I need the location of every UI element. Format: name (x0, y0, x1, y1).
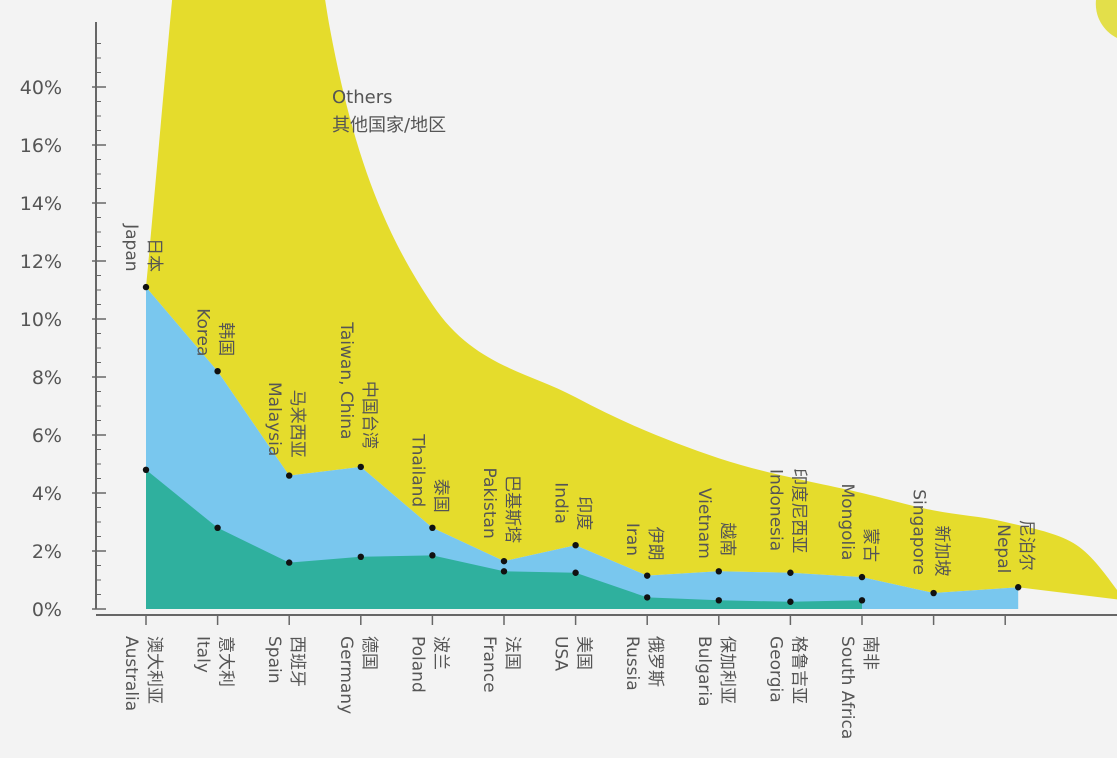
others-label-en: Others (332, 87, 393, 108)
middle-series-point (286, 472, 293, 479)
x-label-cn: 意大利 (216, 636, 236, 687)
point-label-cn: 马来西亚 (287, 390, 307, 458)
others-label-cn: 其他国家/地区 (332, 115, 446, 136)
bottom-series-point (858, 597, 866, 604)
middle-series-point (930, 589, 937, 597)
point-label-cn: 越南 (717, 522, 737, 556)
bottom-series-point (500, 568, 508, 575)
middle-series-point (715, 568, 722, 575)
middle-series-point (644, 572, 651, 579)
y-tick-label: 14% (20, 193, 62, 215)
point-label-en: Indonesia (765, 469, 785, 551)
others-label: Others 其他国家/地区 (332, 87, 446, 136)
point-label-en: Iran (622, 523, 642, 556)
x-label-en: Bulgaria (694, 636, 714, 707)
middle-series-point (1015, 584, 1022, 591)
middle-series-point (357, 463, 364, 471)
point-label-en: Nepal (993, 524, 1013, 573)
x-label-en: Spain (264, 636, 284, 684)
point-label-cn: 蒙古 (860, 528, 880, 562)
x-label-cn: 保加利亚 (717, 636, 737, 704)
point-label-cn: 韩国 (216, 322, 236, 356)
point-label-en: Singapore (909, 489, 929, 575)
point-label-cn: 印度 (574, 496, 594, 530)
bottom-series-area (146, 469, 862, 609)
x-label-en: France (479, 636, 499, 693)
x-label-en: USA (551, 636, 571, 672)
point-label-cn: 泰国 (430, 479, 450, 513)
point-label-en: Thailand (407, 433, 427, 507)
x-label-cn: 法国 (502, 636, 522, 670)
point-label-en: Korea (193, 308, 213, 356)
y-tick-label: 10% (20, 309, 62, 331)
x-label-cn: 德国 (359, 636, 379, 670)
middle-series-point (429, 524, 436, 531)
x-label-cn: 俄罗斯 (645, 636, 665, 687)
middle-series-area (146, 287, 1019, 609)
y-tick-label: 12% (20, 251, 62, 273)
y-tick-label: 16% (20, 135, 62, 157)
point-label-en: Malaysia (264, 382, 284, 456)
point-label-cn: 日本 (144, 238, 164, 272)
point-label-cn: 新加坡 (932, 526, 952, 577)
x-label-en: Italy (193, 636, 213, 673)
point-label-cn: 伊朗 (645, 527, 665, 561)
x-label-en: Australia (121, 636, 141, 711)
middle-series-point (142, 283, 150, 291)
point-label-en: Pakistan (479, 468, 499, 539)
y-tick-label: 6% (32, 425, 62, 447)
bottom-series-point (357, 553, 364, 560)
corner-accent-shape (1095, 0, 1117, 38)
point-label-en: Japan (121, 223, 141, 271)
bottom-series-point (715, 597, 722, 604)
bottom-series-point (286, 559, 293, 566)
point-label-en: Vietnam (694, 488, 714, 559)
bottom-series-point (572, 569, 579, 576)
point-label-en: Mongolia (837, 484, 857, 561)
middle-series-point (787, 569, 794, 576)
middle-series-point (214, 368, 221, 375)
point-label-cn: 尼泊尔 (1016, 520, 1036, 571)
point-label-en: India (551, 482, 571, 524)
x-label-cn: 波兰 (430, 636, 450, 670)
x-label-en: Russia (622, 636, 642, 691)
bottom-series-point (429, 552, 436, 559)
y-axis-ticks: 0% 2% 4% 6% 8% 10% 12% 14% 16% 40% (20, 43, 106, 621)
bottom-series-point (644, 594, 651, 601)
y-tick-label: 0% (32, 599, 62, 621)
x-label-cn: 南非 (860, 636, 880, 670)
x-label-cn: 美国 (574, 636, 594, 670)
point-label-en: Taiwan, China (336, 321, 356, 439)
data-markers (142, 283, 1022, 605)
others-area (146, 0, 1117, 600)
point-label-cn: 中国台湾 (359, 381, 379, 449)
middle-series-point (500, 557, 508, 565)
middle-series-point (572, 542, 579, 549)
y-tick-label: 4% (32, 483, 62, 505)
y-tick-label: 40% (20, 77, 62, 99)
middle-series-point (858, 573, 866, 581)
x-label-en: South Africa (837, 636, 857, 739)
x-label-en: Poland (407, 636, 427, 693)
point-label-cn: 印度尼西亚 (788, 468, 808, 553)
x-label-cn: 西班牙 (287, 636, 307, 687)
axes (95, 22, 1117, 625)
bottom-series-point (142, 466, 150, 473)
y-tick-label: 8% (32, 367, 62, 389)
bottom-series-point (787, 598, 794, 605)
y-tick-label: 2% (32, 541, 62, 563)
x-label-cn: 澳大利亚 (144, 636, 164, 704)
x-label-en: Germany (336, 636, 356, 714)
x-label-cn: 格鲁吉亚 (788, 636, 808, 704)
bottom-series-point (214, 524, 221, 531)
point-label-cn: 巴基斯塔 (502, 475, 522, 543)
x-label-en: Georgia (765, 636, 785, 703)
